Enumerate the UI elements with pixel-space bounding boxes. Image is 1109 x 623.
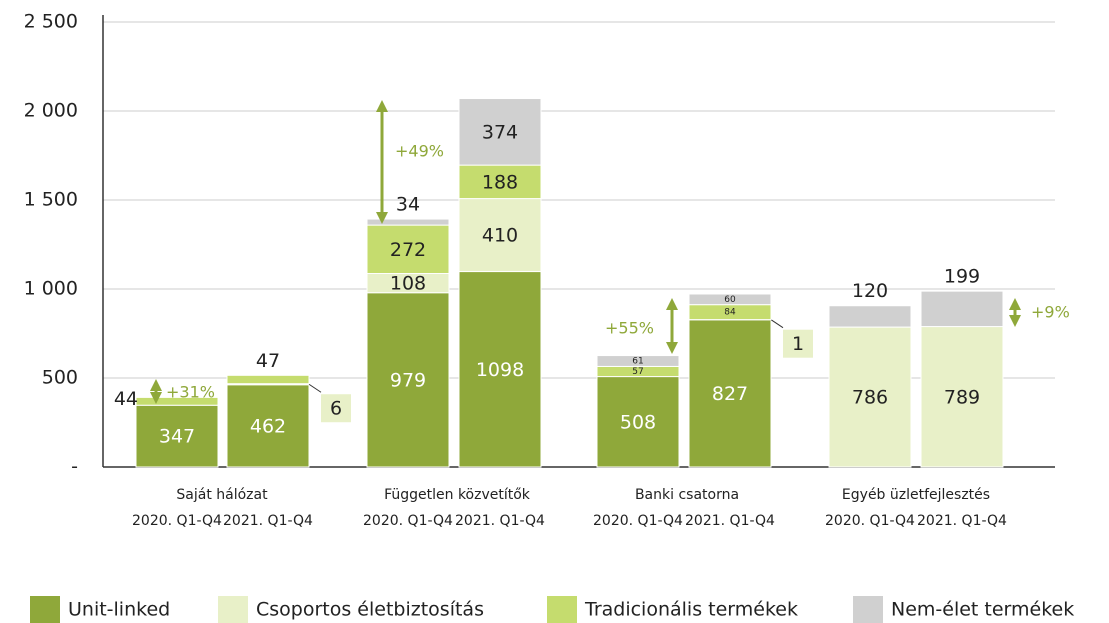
leader-line (308, 383, 322, 393)
y-tick-label: 2 500 (24, 11, 78, 33)
label-box (783, 329, 813, 358)
x-tick-label: 2021. Q1-Q4 (685, 513, 775, 529)
value-label: 508 (620, 411, 656, 433)
plot: - 500 1 000 1 500 2 000 2 500 2020. Q1-Q4 347 44… (24, 11, 1074, 623)
bar-segment (458, 98, 542, 166)
y-tick-label: 1 000 (24, 278, 78, 300)
y-tick-label: - (71, 456, 78, 478)
x-tick-label: 2021. Q1-Q4 (917, 513, 1007, 529)
legend-label: Csoportos életbiztosítás (256, 599, 484, 621)
bar-segment (828, 305, 912, 328)
bar-segment (596, 376, 680, 468)
bar-segment (366, 292, 450, 468)
value-label: 84 (724, 308, 736, 318)
legend-label: Tradicionális termékek (584, 599, 798, 621)
x-tick-label: 2020. Q1-Q4 (825, 513, 915, 529)
value-label: 1098 (476, 359, 524, 381)
group-label: Független közvetítők (384, 487, 531, 503)
value-label: 199 (944, 266, 980, 288)
value-label: 57 (632, 367, 643, 377)
group-label: Saját hálózat (176, 487, 268, 503)
bar-segment (688, 319, 772, 468)
x-tick-label: 2020. Q1-Q4 (363, 513, 453, 529)
annotation: +9% (1031, 303, 1070, 322)
bar-segment (458, 164, 542, 200)
value-label: 120 (852, 280, 888, 302)
annotation: +31% (166, 383, 215, 402)
x-tick-label: 2021. Q1-Q4 (455, 513, 545, 529)
bar-segment (688, 293, 772, 306)
value-label: 410 (482, 225, 518, 247)
value-label: 786 (852, 387, 888, 409)
value-label: 44 (114, 388, 138, 410)
legend-swatch (218, 596, 248, 623)
bar-segment (920, 290, 1004, 328)
bar-segment (596, 355, 680, 367)
x-tick-label: 2020. Q1-Q4 (132, 513, 222, 529)
y-tick-label: 1 500 (24, 189, 78, 211)
value-label: 789 (944, 386, 980, 408)
value-label: 374 (482, 121, 518, 143)
bar-segment (920, 326, 1004, 468)
bar-segment (458, 271, 542, 468)
bar-segment (135, 404, 219, 468)
x-tick-label: 2020. Q1-Q4 (593, 513, 683, 529)
bar-segment (226, 374, 310, 385)
value-label: 188 (482, 171, 518, 193)
bar-segment (366, 224, 450, 275)
value-label: 61 (632, 357, 643, 367)
legend-swatch (853, 596, 883, 623)
value-label: 60 (724, 295, 736, 305)
value-label: 1 (792, 333, 804, 355)
bar-segment (226, 384, 310, 468)
bar-segment (458, 198, 542, 273)
value-label: 462 (250, 415, 286, 437)
legend-label: Unit-linked (68, 599, 170, 621)
value-label: 979 (390, 369, 426, 391)
bar-segment (366, 218, 450, 226)
y-tick-label: 2 000 (24, 100, 78, 122)
group-label: Banki csatorna (635, 487, 739, 503)
label-box (321, 394, 351, 423)
value-label: 347 (159, 426, 195, 448)
group-label: Egyéb üzletfejlesztés (842, 487, 990, 503)
value-label: 108 (390, 273, 426, 295)
value-label: 272 (390, 239, 426, 261)
value-label: 34 (396, 194, 420, 216)
legend-swatch (547, 596, 577, 623)
bar-segment (828, 326, 912, 468)
bar-segment (135, 396, 219, 406)
legend-swatch (30, 596, 60, 623)
value-label: 6 (330, 398, 342, 420)
x-tick-label: 2021. Q1-Q4 (223, 513, 313, 529)
annotation: +55% (605, 319, 654, 338)
y-tick-label: 500 (42, 367, 78, 389)
value-label: 47 (256, 350, 280, 372)
arrows (150, 100, 1021, 404)
annotation: +49% (395, 142, 444, 161)
value-label: 827 (712, 383, 748, 405)
leader-line (770, 319, 784, 329)
legend-label: Nem-élet termékek (891, 599, 1074, 621)
